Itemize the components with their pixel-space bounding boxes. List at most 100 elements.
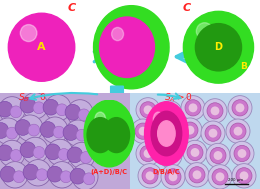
Circle shape xyxy=(185,100,201,116)
Circle shape xyxy=(189,167,205,183)
Circle shape xyxy=(45,144,61,160)
Circle shape xyxy=(207,103,223,119)
Circle shape xyxy=(166,151,174,160)
Circle shape xyxy=(211,106,219,115)
Circle shape xyxy=(33,146,45,158)
Text: D/B/A/C: D/B/A/C xyxy=(153,169,180,175)
Circle shape xyxy=(36,169,48,181)
Circle shape xyxy=(236,103,244,112)
Circle shape xyxy=(67,100,93,126)
Circle shape xyxy=(42,117,68,143)
Circle shape xyxy=(188,103,197,112)
Circle shape xyxy=(20,25,37,42)
Circle shape xyxy=(80,152,92,163)
Circle shape xyxy=(135,123,151,139)
Text: $S_A>0$: $S_A>0$ xyxy=(164,91,192,104)
Circle shape xyxy=(10,106,22,118)
Circle shape xyxy=(13,171,25,183)
Circle shape xyxy=(155,121,179,145)
Circle shape xyxy=(25,160,51,186)
Circle shape xyxy=(196,24,242,71)
Circle shape xyxy=(193,170,202,179)
Circle shape xyxy=(63,125,79,140)
Circle shape xyxy=(234,145,250,162)
Circle shape xyxy=(60,171,72,183)
Circle shape xyxy=(20,142,36,158)
Circle shape xyxy=(162,129,171,138)
Circle shape xyxy=(138,164,162,188)
Circle shape xyxy=(0,140,25,167)
Circle shape xyxy=(214,151,222,160)
Circle shape xyxy=(94,6,169,89)
Circle shape xyxy=(196,23,213,40)
Circle shape xyxy=(191,148,199,157)
Circle shape xyxy=(45,95,71,121)
Circle shape xyxy=(136,141,160,166)
Circle shape xyxy=(178,118,202,142)
Circle shape xyxy=(168,172,177,181)
Circle shape xyxy=(22,93,48,119)
Circle shape xyxy=(65,120,91,146)
Circle shape xyxy=(72,164,98,189)
Circle shape xyxy=(0,145,13,161)
Circle shape xyxy=(230,123,246,139)
Circle shape xyxy=(238,149,246,158)
FancyArrowPatch shape xyxy=(94,52,104,62)
Circle shape xyxy=(162,147,178,164)
Text: C: C xyxy=(182,3,190,12)
Circle shape xyxy=(146,171,154,180)
Circle shape xyxy=(165,169,181,185)
Circle shape xyxy=(0,166,16,182)
Circle shape xyxy=(0,118,21,144)
Circle shape xyxy=(182,122,198,138)
Text: B: B xyxy=(240,62,247,71)
Circle shape xyxy=(40,122,56,137)
Circle shape xyxy=(201,121,225,145)
FancyArrowPatch shape xyxy=(177,52,186,62)
Circle shape xyxy=(131,119,155,143)
Circle shape xyxy=(87,118,113,153)
Circle shape xyxy=(185,163,209,187)
Circle shape xyxy=(159,125,175,141)
Circle shape xyxy=(70,168,86,184)
Circle shape xyxy=(20,97,36,113)
Circle shape xyxy=(142,168,158,184)
Circle shape xyxy=(232,100,248,116)
Circle shape xyxy=(208,165,232,189)
Text: 200 μm: 200 μm xyxy=(229,178,244,182)
FancyBboxPatch shape xyxy=(0,92,130,189)
Circle shape xyxy=(205,125,221,141)
Circle shape xyxy=(76,129,88,141)
Circle shape xyxy=(8,13,75,81)
Text: D: D xyxy=(214,42,223,52)
Circle shape xyxy=(100,17,154,77)
Circle shape xyxy=(0,123,9,138)
Circle shape xyxy=(33,102,45,114)
Circle shape xyxy=(49,162,75,188)
Circle shape xyxy=(47,166,63,182)
Circle shape xyxy=(228,96,252,120)
Text: C: C xyxy=(68,3,76,12)
Circle shape xyxy=(17,115,43,141)
FancyArrow shape xyxy=(104,86,130,105)
Circle shape xyxy=(140,145,156,162)
Circle shape xyxy=(47,139,73,166)
Circle shape xyxy=(230,141,254,166)
Circle shape xyxy=(240,171,248,180)
Circle shape xyxy=(183,11,254,83)
Circle shape xyxy=(58,149,70,160)
Circle shape xyxy=(158,101,182,125)
Circle shape xyxy=(28,124,40,136)
Circle shape xyxy=(183,140,207,165)
FancyBboxPatch shape xyxy=(130,92,260,189)
Circle shape xyxy=(226,119,250,143)
Circle shape xyxy=(23,164,39,180)
Circle shape xyxy=(0,97,25,123)
Circle shape xyxy=(158,121,175,146)
Circle shape xyxy=(232,164,256,188)
Circle shape xyxy=(15,120,31,135)
Circle shape xyxy=(236,168,252,184)
Circle shape xyxy=(144,149,152,158)
Circle shape xyxy=(43,99,59,115)
Circle shape xyxy=(112,27,123,41)
